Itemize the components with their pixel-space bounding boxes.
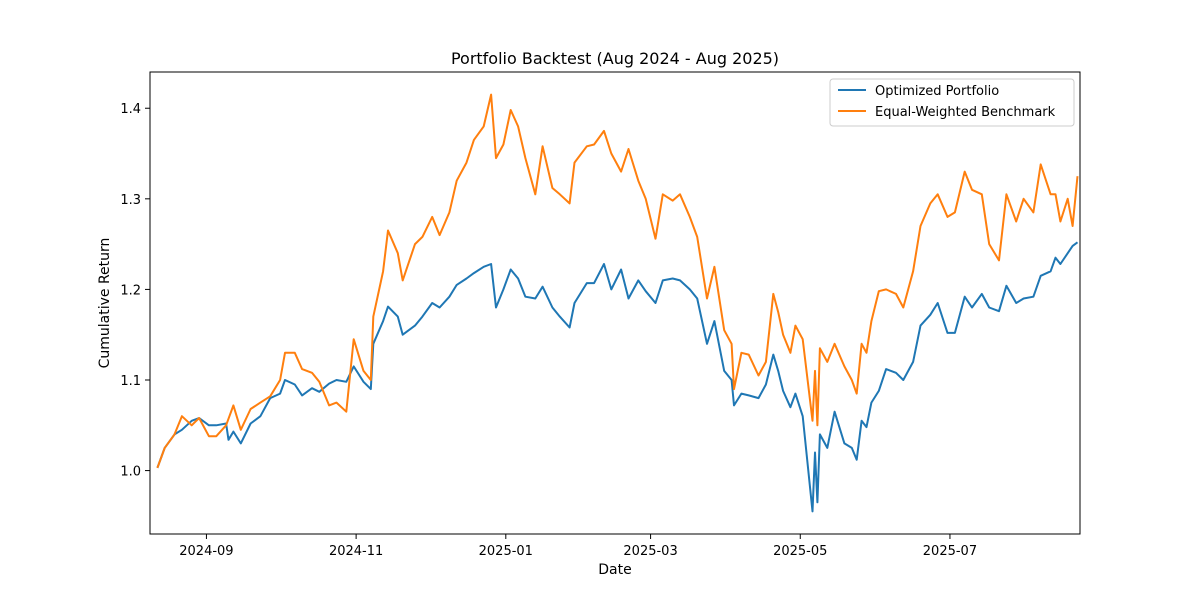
y-axis-title: Cumulative Return bbox=[97, 238, 113, 369]
y-tick-label: 1.4 bbox=[120, 102, 141, 117]
series-line-optimized-portfolio bbox=[156, 241, 1079, 513]
legend-label-equal-weighted-benchmark: Equal-Weighted Benchmark bbox=[875, 105, 1056, 120]
plot-frame bbox=[149, 71, 1081, 535]
x-tick-label: 2024-11 bbox=[329, 544, 383, 559]
series-line-equal-weighted-benchmark bbox=[156, 93, 1079, 469]
series-layer bbox=[156, 93, 1079, 513]
legend: Optimized Portfolio Equal-Weighted Bench… bbox=[829, 78, 1075, 127]
x-axis-title: Date bbox=[598, 562, 631, 578]
y-tick-label: 1.1 bbox=[120, 374, 141, 389]
x-axis: 2024-09 2024-11 2025-01 2025-03 2025-05 2025-… bbox=[179, 534, 977, 559]
chart-title: Portfolio Backtest (Aug 2024 - Aug 2025) bbox=[451, 49, 779, 68]
x-tick-label: 2024-09 bbox=[179, 544, 233, 559]
y-tick-label: 1.0 bbox=[120, 465, 141, 480]
x-tick-label: 2025-01 bbox=[479, 544, 533, 559]
x-tick-label: 2025-03 bbox=[623, 544, 677, 559]
y-axis: 1.0 1.1 1.2 1.3 1.4 bbox=[120, 102, 150, 480]
y-tick-label: 1.2 bbox=[120, 283, 141, 298]
x-tick-label: 2025-07 bbox=[923, 544, 977, 559]
x-tick-label: 2025-05 bbox=[773, 544, 827, 559]
legend-label-optimized-portfolio: Optimized Portfolio bbox=[875, 84, 999, 99]
legend-box bbox=[829, 78, 1075, 127]
plot-area bbox=[149, 71, 1081, 535]
y-tick-label: 1.3 bbox=[120, 193, 141, 208]
plot-background bbox=[150, 72, 1080, 534]
